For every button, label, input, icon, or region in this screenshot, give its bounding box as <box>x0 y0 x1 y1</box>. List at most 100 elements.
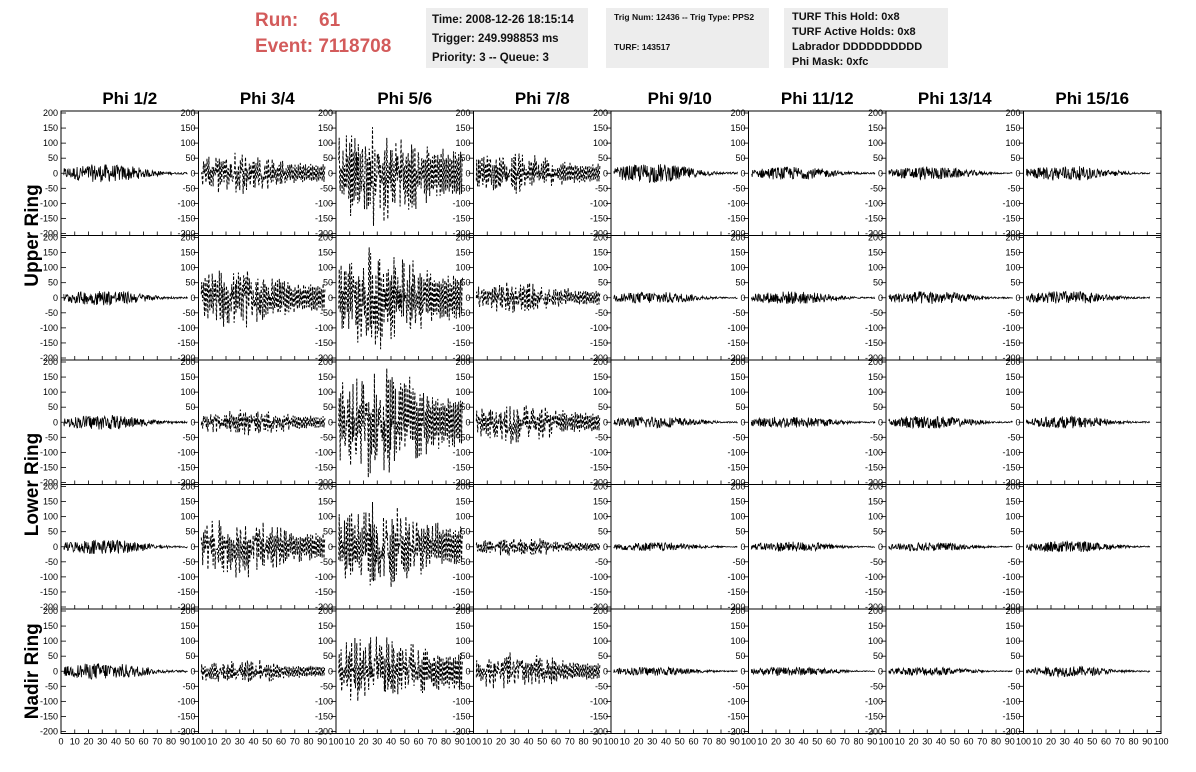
y-tick-label: 50 <box>873 402 883 412</box>
y-tick-label: 50 <box>735 278 745 288</box>
y-tick-label: 100 <box>318 387 333 397</box>
x-tick-label: 20 <box>83 737 93 747</box>
turf-info-box: TURF This Hold: 0x8 TURF Active Holds: 0… <box>784 8 948 68</box>
y-tick-label: 150 <box>730 123 745 133</box>
waveform-trace <box>200 659 326 683</box>
y-tick-label: 0 <box>740 542 745 552</box>
y-tick-label: -150 <box>40 338 58 348</box>
y-tick-label: 200 <box>593 233 608 243</box>
x-tick-label: 50 <box>262 737 272 747</box>
y-tick-label: -100 <box>177 198 195 208</box>
y-tick-label: 150 <box>868 497 883 507</box>
x-tick-label: 70 <box>702 737 712 747</box>
y-tick-label: 0 <box>53 666 58 676</box>
x-tick-label: 30 <box>785 737 795 747</box>
y-tick-label: -150 <box>315 213 333 223</box>
y-tick-label: 0 <box>1015 293 1020 303</box>
y-tick-label: -100 <box>315 198 333 208</box>
y-tick-label: 0 <box>328 542 333 552</box>
ring-label: Upper Ring <box>22 184 43 286</box>
y-tick-label: 100 <box>43 387 58 397</box>
x-tick-label: 50 <box>812 737 822 747</box>
y-tick-label: -50 <box>1007 308 1020 318</box>
y-tick-label: -100 <box>315 696 333 706</box>
y-tick-label: 150 <box>868 372 883 382</box>
y-tick-label: 150 <box>318 248 333 258</box>
y-tick-label: 0 <box>465 168 470 178</box>
x-tick-label: 40 <box>386 737 396 747</box>
waveform-trace <box>338 501 463 588</box>
y-tick-label: -150 <box>1002 711 1020 721</box>
y-tick-label: 0 <box>190 293 195 303</box>
waveform-trace <box>888 666 1013 677</box>
x-tick-label: 60 <box>276 737 286 747</box>
trigger-text: Trigger: 249.998853 ms <box>432 33 559 45</box>
y-tick-label: -50 <box>870 183 883 193</box>
waveform-trace <box>200 270 326 328</box>
y-tick-label: 200 <box>730 482 745 492</box>
y-tick-label: 0 <box>465 666 470 676</box>
y-tick-label: -200 <box>727 478 745 488</box>
y-tick-label: -200 <box>590 353 608 363</box>
y-tick-label: -200 <box>177 602 195 612</box>
y-tick-label: 200 <box>868 108 883 118</box>
waveform-trace <box>750 666 876 677</box>
y-tick-label: 50 <box>1010 402 1020 412</box>
x-tick-label: 10 <box>757 737 767 747</box>
y-tick-label: -50 <box>595 557 608 567</box>
waveform-trace <box>888 541 1013 552</box>
y-tick-label: 100 <box>455 138 470 148</box>
y-tick-label: -150 <box>315 462 333 472</box>
y-tick-label: 200 <box>455 357 470 367</box>
x-tick-label: 50 <box>675 737 685 747</box>
y-tick-label: 0 <box>878 666 883 676</box>
x-tick-label: 60 <box>826 737 836 747</box>
y-tick-label: -150 <box>727 338 745 348</box>
turf-num-text: TURF: 143517 <box>614 42 671 52</box>
y-tick-label: 150 <box>455 123 470 133</box>
x-tick-label: 100 <box>741 737 756 747</box>
waveform-trace <box>475 281 601 313</box>
y-tick-label: 50 <box>598 527 608 537</box>
y-tick-label: -100 <box>727 572 745 582</box>
y-tick-label: -150 <box>177 587 195 597</box>
y-tick-label: 50 <box>1010 278 1020 288</box>
y-tick-label: 0 <box>53 417 58 427</box>
y-tick-label: 150 <box>455 248 470 258</box>
y-tick-label: 100 <box>1005 263 1020 273</box>
y-tick-label: -50 <box>457 681 470 691</box>
y-tick-label: -150 <box>315 711 333 721</box>
y-tick-label: 200 <box>730 606 745 616</box>
y-tick-label: -200 <box>727 353 745 363</box>
y-tick-label: 50 <box>48 527 58 537</box>
x-tick-label: 50 <box>1087 737 1097 747</box>
x-tick-label: 30 <box>372 737 382 747</box>
y-tick-label: -50 <box>732 183 745 193</box>
column-header: Phi 13/14 <box>918 89 992 108</box>
y-tick-label: 100 <box>593 636 608 646</box>
y-tick-label: -50 <box>182 183 195 193</box>
x-tick-label: 90 <box>180 737 190 747</box>
y-tick-label: -50 <box>732 557 745 567</box>
waveform-trace <box>888 166 1013 181</box>
y-tick-label: -150 <box>727 213 745 223</box>
y-tick-label: -150 <box>865 587 883 597</box>
y-tick-label: -50 <box>45 557 58 567</box>
y-tick-label: 50 <box>323 527 333 537</box>
y-tick-label: -50 <box>45 681 58 691</box>
turf-this-hold-text: TURF This Hold: 0x8 <box>792 11 900 23</box>
x-tick-label: 10 <box>207 737 217 747</box>
y-tick-label: 100 <box>318 138 333 148</box>
y-tick-label: 50 <box>1010 651 1020 661</box>
y-tick-label: 50 <box>48 153 58 163</box>
column-header: Phi 1/2 <box>102 89 157 108</box>
y-tick-label: -100 <box>315 447 333 457</box>
x-tick-label: 30 <box>1060 737 1070 747</box>
y-tick-label: 0 <box>53 293 58 303</box>
y-tick-label: 100 <box>730 387 745 397</box>
x-tick-label: 30 <box>235 737 245 747</box>
column-header: Phi 5/6 <box>377 89 432 108</box>
y-tick-label: -150 <box>177 711 195 721</box>
y-tick-label: 50 <box>735 651 745 661</box>
